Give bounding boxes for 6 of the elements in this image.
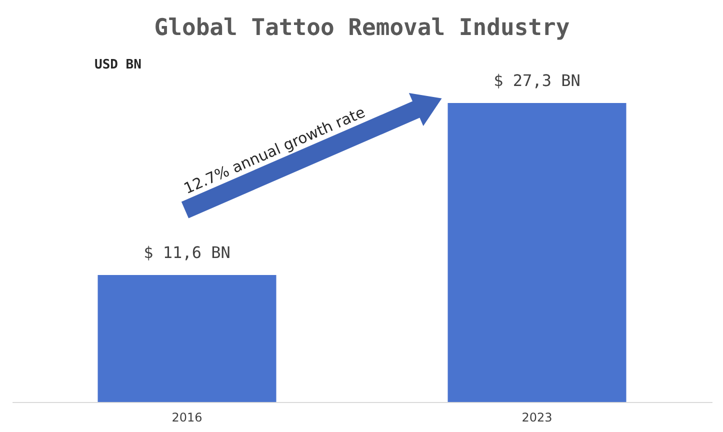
x-tick-label: 2016 <box>172 410 202 424</box>
y-axis-title: USD BN <box>94 58 142 72</box>
data-label: $ 11,6 BN <box>144 242 230 262</box>
x-tick-label: 2023 <box>522 410 552 424</box>
data-label: $ 27,3 BN <box>494 71 580 90</box>
chart-title: Global Tattoo Removal Industry <box>154 15 570 41</box>
